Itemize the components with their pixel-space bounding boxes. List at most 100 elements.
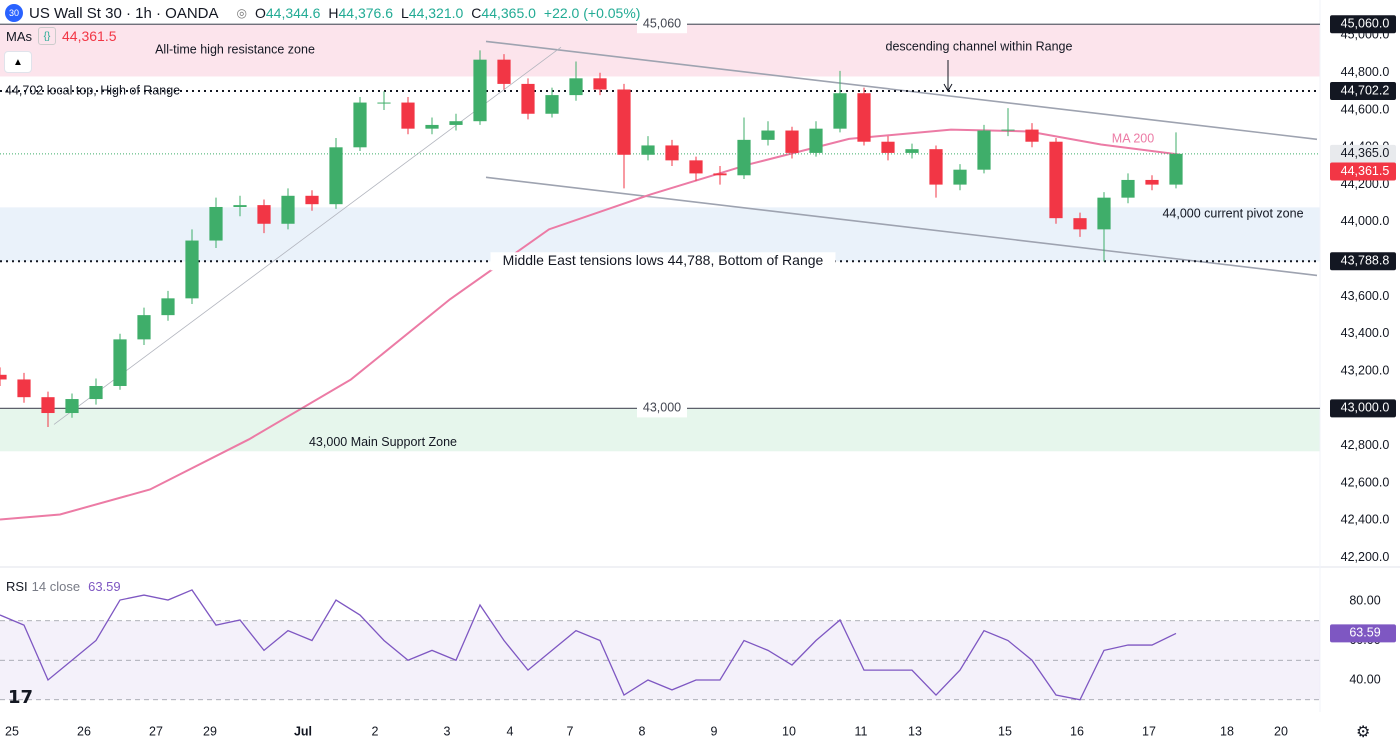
candle-body xyxy=(329,147,343,205)
ma-label: MA 200 xyxy=(1112,131,1154,145)
eye-icon[interactable]: ◎ xyxy=(236,6,247,20)
candle-body xyxy=(209,206,223,241)
x-tick-label: 20 xyxy=(1274,724,1288,738)
candle-body xyxy=(545,95,559,114)
level-label: 45,060 xyxy=(643,17,681,31)
collapse-button[interactable]: ▲ xyxy=(4,51,32,73)
candle-body xyxy=(473,59,487,122)
candle-body xyxy=(665,145,679,161)
y-tick-label: 44,800.0 xyxy=(1341,65,1390,79)
x-tick-label: 15 xyxy=(998,724,1012,738)
candle-body xyxy=(257,205,271,224)
level-label-bg xyxy=(490,252,836,271)
candle-body xyxy=(305,195,319,205)
ohlc-value: 44,344.6 xyxy=(265,5,321,21)
level-axis-label-bg xyxy=(1330,15,1396,34)
x-tick-label: 9 xyxy=(711,724,718,738)
candle-body xyxy=(713,173,727,176)
candle-body xyxy=(1121,179,1135,198)
level-axis-label-bg xyxy=(1330,81,1396,100)
candle-body xyxy=(761,130,775,140)
candle-body xyxy=(137,315,151,340)
rsi-label: RSI xyxy=(6,578,28,594)
candle-body xyxy=(1025,129,1039,142)
ma-axis-label-bg xyxy=(1330,162,1396,181)
x-tick-label: 4 xyxy=(507,724,514,738)
ohlc-value: 44,365.0 xyxy=(481,5,536,21)
candle-body xyxy=(1097,197,1111,230)
candle-body xyxy=(953,169,967,185)
y-tick-label: 43,400.0 xyxy=(1341,326,1390,340)
x-tick-label: 3 xyxy=(444,724,451,738)
ohlc-key: C xyxy=(471,5,482,21)
rsi-value: 63.59 xyxy=(88,578,121,594)
candle-body xyxy=(65,399,79,414)
level-axis-label: 43,000.0 xyxy=(1341,401,1390,415)
ma-legend-value: 44,361.5 xyxy=(62,28,117,44)
candle-body xyxy=(497,59,511,84)
candle-body xyxy=(593,78,607,90)
candle-body xyxy=(353,102,367,148)
rsi-tick-label: 40.00 xyxy=(1349,672,1380,686)
settings-icon[interactable]: {} xyxy=(38,27,56,45)
x-tick-label: 8 xyxy=(639,724,646,738)
zone-label: All-time high resistance zone xyxy=(155,43,315,57)
settings-gear[interactable]: ⚙ xyxy=(1356,724,1371,741)
chart-title: US Wall St 30 · 1h · OANDA xyxy=(29,4,219,22)
level-label: 44,702 local top, High of Range xyxy=(5,83,180,97)
trendline xyxy=(485,176,1318,277)
candle-body xyxy=(425,124,439,129)
candle-body xyxy=(1001,129,1015,131)
annotation-arrowhead xyxy=(943,83,953,93)
x-tick-label: 26 xyxy=(77,724,91,738)
candle-body xyxy=(401,102,415,129)
rsi-axis-label-bg xyxy=(1330,624,1396,643)
change: +22.0 (+0.05%) xyxy=(543,5,641,21)
candle-body xyxy=(281,195,295,224)
level-label: Middle East tensions lows 44,788, Bottom… xyxy=(503,252,824,268)
x-tick-label: Jul xyxy=(294,724,312,738)
rsi-line xyxy=(0,589,1177,701)
ohlc-key: H xyxy=(328,5,339,21)
y-tick-label: 42,600.0 xyxy=(1341,475,1390,489)
candle-body xyxy=(785,130,799,153)
x-tick-label: 17 xyxy=(1142,724,1156,738)
candle-body xyxy=(857,93,871,142)
candle-body xyxy=(521,83,535,114)
y-tick-label: 42,400.0 xyxy=(1341,513,1390,527)
zone-label: 44,000 current pivot zone xyxy=(1162,207,1303,221)
ma-legend: MAs {} 44,361.5 xyxy=(0,26,117,46)
ohlc-value: 44,376.6 xyxy=(338,5,394,21)
candle-body xyxy=(17,379,31,398)
candle-body xyxy=(689,160,703,174)
x-tick-label: 2 xyxy=(372,724,379,738)
candle-body xyxy=(377,102,391,104)
x-tick-label: 10 xyxy=(782,724,796,738)
candle-body xyxy=(89,385,103,400)
legend-header: 30 US Wall St 30 · 1h · OANDA ◎ O 44,344.… xyxy=(0,3,640,23)
candle-body xyxy=(905,149,919,153)
rsi-params: 14 close xyxy=(31,578,81,594)
y-tick-label: 44,600.0 xyxy=(1341,102,1390,116)
candle-body xyxy=(185,240,199,299)
candle-body xyxy=(161,298,175,316)
candle-body xyxy=(41,397,55,414)
level-label-bg xyxy=(637,15,687,34)
annotation: descending channel within Range xyxy=(886,39,1073,53)
ma-axis-label: 44,361.5 xyxy=(1341,164,1390,178)
level-label-bg xyxy=(637,399,687,418)
zone-label: 43,000 Main Support Zone xyxy=(309,435,457,449)
ohlc-value: 44,321.0 xyxy=(408,5,464,21)
y-tick-label: 44,000.0 xyxy=(1341,214,1390,228)
candle-body xyxy=(113,339,127,386)
logo: 𝟭𝟳 xyxy=(8,687,34,707)
candle-body xyxy=(1049,141,1063,219)
level-axis-label-bg xyxy=(1330,252,1396,271)
x-tick-label: 13 xyxy=(908,724,922,738)
candle-body xyxy=(1073,218,1087,230)
candle-body xyxy=(929,149,943,185)
ohlc: O 44,344.6 H 44,376.6 L 44,321.0 C 44,365.0 xyxy=(247,5,536,21)
last-price-label: 44,365.0 xyxy=(1341,146,1390,160)
candle-body xyxy=(833,93,847,129)
